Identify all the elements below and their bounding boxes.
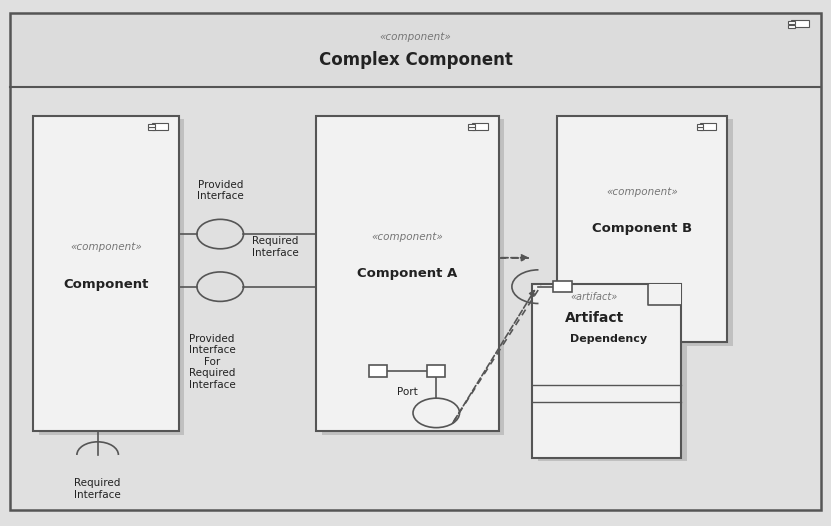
Bar [538, 288, 687, 461]
Text: «component»: «component» [380, 32, 451, 42]
Bar [697, 124, 703, 127]
Bar [788, 25, 794, 28]
Bar [532, 284, 681, 458]
Bar [469, 127, 475, 130]
Text: Artifact: Artifact [564, 311, 624, 325]
Text: «component»: «component» [371, 231, 443, 242]
Bar [700, 123, 716, 129]
Bar [788, 21, 794, 24]
Text: «component»: «component» [70, 242, 142, 252]
Bar [553, 281, 572, 292]
Bar [697, 127, 703, 130]
Text: «artifact»: «artifact» [571, 292, 617, 302]
Bar [149, 124, 155, 127]
Bar [469, 124, 475, 127]
Bar [10, 13, 821, 87]
Bar [151, 123, 168, 129]
Bar [369, 365, 387, 377]
Text: Required
Interface: Required Interface [252, 236, 298, 258]
Bar [791, 20, 809, 27]
Text: Component: Component [63, 278, 149, 290]
Text: Provided
Interface: Provided Interface [197, 179, 243, 201]
Bar [149, 127, 155, 130]
Text: Provided
Interface
For
Required
Interface: Provided Interface For Required Interfac… [189, 333, 235, 390]
Text: Component A: Component A [357, 267, 457, 280]
Text: Dependency: Dependency [570, 334, 647, 344]
Text: Component B: Component B [592, 222, 692, 235]
Bar [322, 119, 504, 435]
Text: Port: Port [397, 387, 417, 398]
Bar [563, 119, 733, 346]
Bar [39, 119, 184, 435]
Text: Complex Component: Complex Component [318, 52, 513, 69]
Bar [33, 116, 179, 431]
Text: Required
Interface: Required Interface [74, 478, 121, 500]
Text: «component»: «component» [606, 187, 678, 197]
Bar [316, 116, 499, 431]
Bar [557, 116, 727, 342]
Polygon shape [648, 284, 681, 305]
Bar [427, 365, 445, 377]
Bar [471, 123, 488, 129]
